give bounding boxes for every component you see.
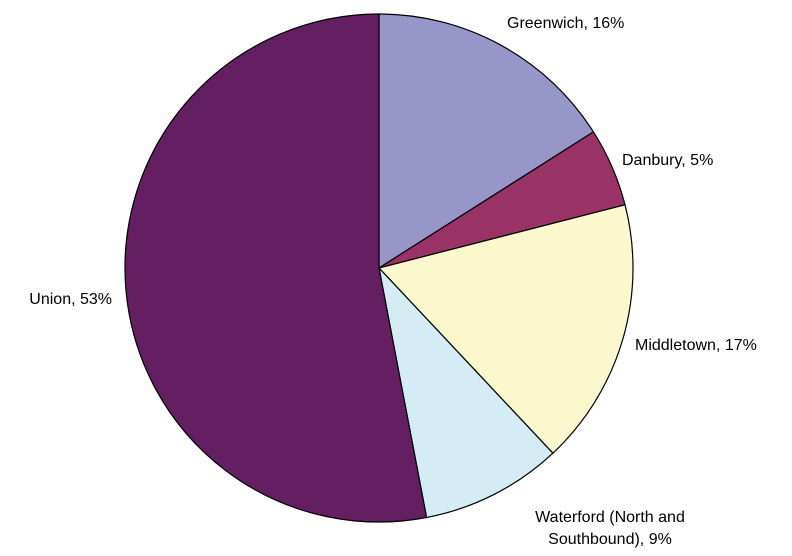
pie-slices [124,13,634,523]
pie-slice-waterford-north-and-southbound [378,267,554,519]
slice-label-line: Greenwich, 16% [507,15,624,32]
slice-label-line: Danbury, 5% [622,152,713,169]
pie-labels: Greenwich, 16% Danbury, 5% Middletown, 17%… [29,15,757,548]
slice-label-danbury: Danbury, 5% [622,152,713,169]
slice-label-waterford-north-and-southbound: Waterford (North and Southbound), 9% [535,509,685,548]
slice-label-line: Waterford (North and [535,509,685,526]
slice-label-greenwich: Greenwich, 16% [507,15,624,32]
pie-slice-greenwich [378,13,595,269]
slice-label-middletown: Middletown, 17% [635,337,757,354]
slice-label-line: Union, 53% [29,291,112,308]
slice-label-line: Southbound), 9% [548,531,672,548]
slice-label-line: Middletown, 17% [635,337,757,354]
pie-slice-union [124,13,428,523]
slice-label-union: Union, 53% [29,291,112,308]
pie-slice-middletown [378,204,634,454]
